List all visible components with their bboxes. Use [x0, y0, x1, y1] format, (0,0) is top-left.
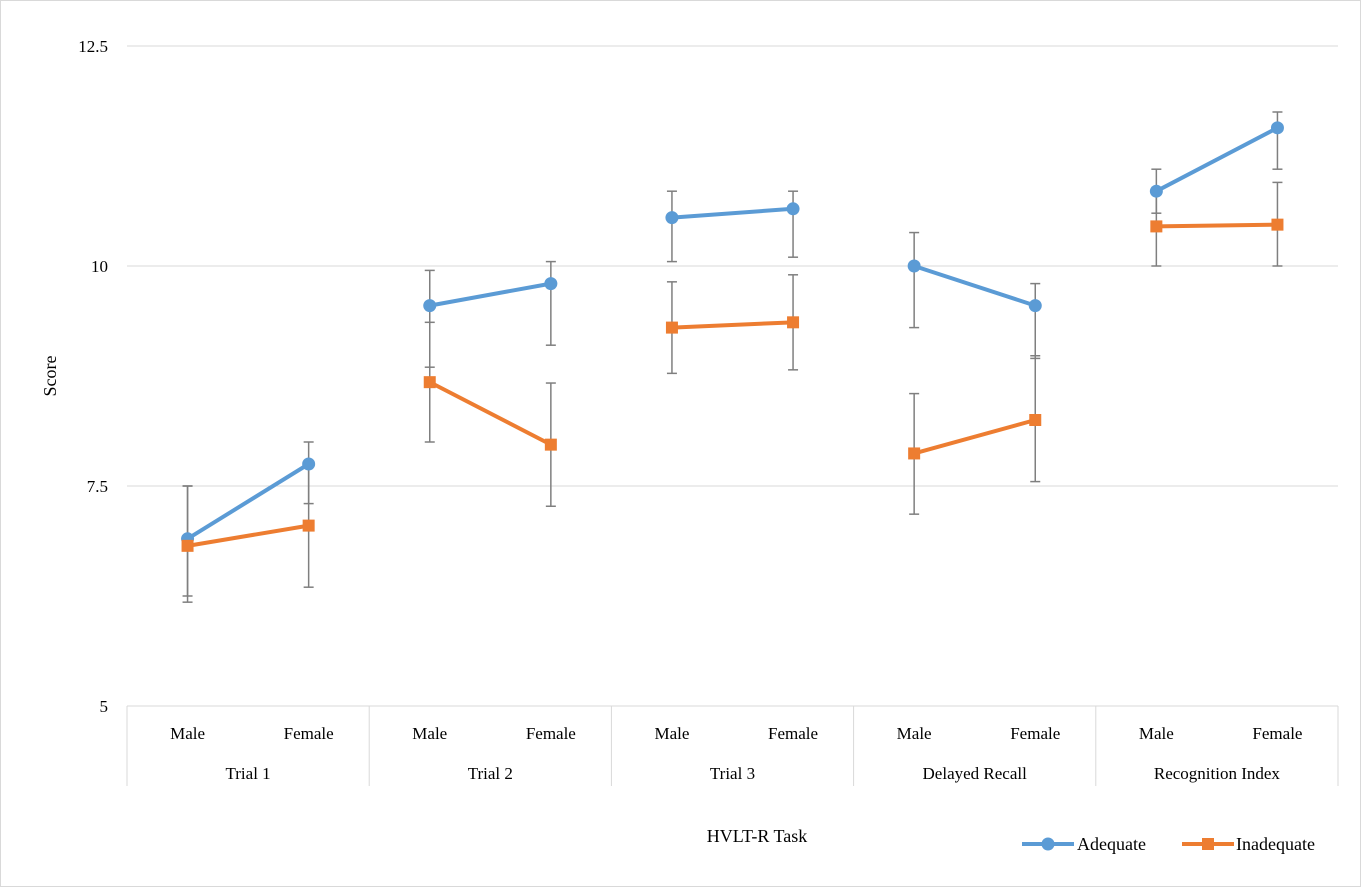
error-bar — [545, 260, 556, 346]
x-group-label: Trial 1 — [225, 764, 270, 783]
data-point — [787, 316, 800, 329]
data-point — [302, 457, 316, 471]
x-group-label: Trial 2 — [468, 764, 513, 783]
series-line-segment — [427, 281, 553, 308]
series-line-segment — [1154, 222, 1280, 229]
x-group-label: Delayed Recall — [923, 764, 1028, 783]
y-tick-label: 7.5 — [87, 477, 108, 496]
x-tick-label: Female — [768, 724, 818, 743]
x-axis-title: HVLT-R Task — [707, 826, 808, 846]
x-tick-label: Male — [897, 724, 932, 743]
data-point — [908, 447, 921, 460]
x-group-label: Trial 3 — [710, 764, 755, 783]
legend-label: Inadequate — [1236, 834, 1315, 854]
x-tick-label: Female — [284, 724, 334, 743]
gridlines — [127, 45, 1338, 487]
series-lines — [181, 121, 1284, 552]
y-tick-label: 12.5 — [78, 37, 108, 56]
axes: 5 7.5 10 12.5 Male Female Trial 1 Male Female Tri… — [78, 37, 1339, 786]
data-point — [907, 259, 921, 273]
error-bar — [909, 231, 920, 329]
series-line-segment — [427, 380, 553, 447]
x-tick-label: Male — [412, 724, 447, 743]
legend-label: Adequate — [1077, 834, 1146, 854]
x-tick-label: Female — [1010, 724, 1060, 743]
data-point — [423, 376, 436, 389]
data-point — [302, 519, 315, 532]
series-line-segment — [912, 264, 1038, 308]
data-point — [665, 321, 678, 334]
series-line-segment — [1154, 125, 1280, 194]
y-tick-label: 10 — [91, 257, 108, 276]
data-point — [1271, 218, 1284, 231]
data-point — [1149, 184, 1163, 198]
legend-item: Adequate — [1022, 834, 1146, 854]
data-point — [665, 211, 679, 225]
error-bar — [666, 190, 677, 263]
series-line-segment — [912, 418, 1038, 456]
x-tick-label: Male — [1139, 724, 1174, 743]
data-point — [423, 299, 437, 313]
data-point — [1028, 299, 1042, 313]
axis-labels: Score HVLT-R Task — [40, 355, 807, 846]
data-point — [544, 277, 558, 291]
series-line-segment — [185, 462, 311, 541]
series-line-segment — [185, 523, 311, 548]
data-point — [544, 438, 557, 451]
data-point — [1270, 121, 1284, 135]
legend: Adequate Inadequate — [1022, 834, 1315, 854]
y-axis-title: Score — [40, 355, 60, 396]
x-tick-label: Male — [170, 724, 205, 743]
x-tick-label: Female — [1252, 724, 1302, 743]
data-point — [1150, 220, 1163, 233]
series-line-segment — [669, 206, 796, 220]
series-line-segment — [669, 320, 796, 330]
data-point — [181, 539, 194, 552]
data-point — [786, 202, 800, 216]
error-bar — [788, 190, 799, 258]
y-tick-label: 5 — [100, 697, 109, 716]
legend-marker — [1041, 837, 1055, 851]
legend-marker — [1202, 838, 1214, 850]
legend-item: Inadequate — [1182, 834, 1315, 854]
x-tick-label: Female — [526, 724, 576, 743]
x-group-label: Recognition Index — [1154, 764, 1281, 783]
data-point — [1029, 414, 1042, 426]
x-tick-label: Male — [654, 724, 689, 743]
